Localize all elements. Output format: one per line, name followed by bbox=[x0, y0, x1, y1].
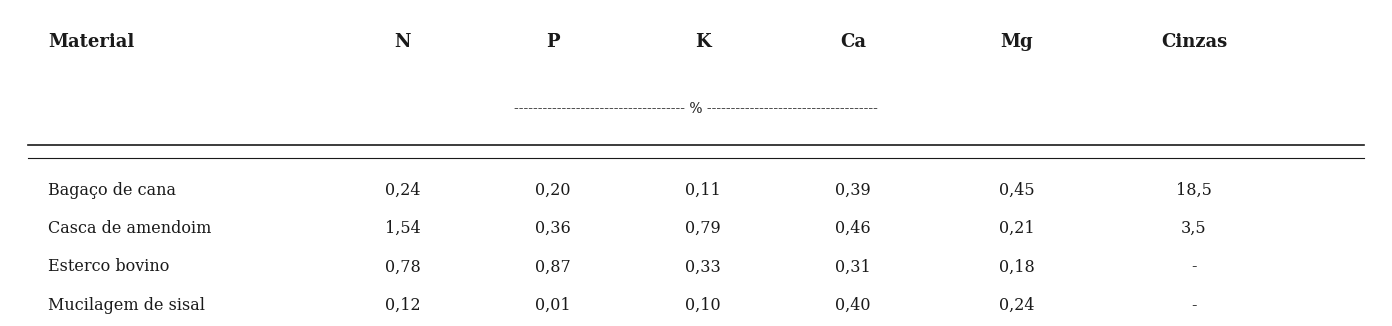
Text: 0,45: 0,45 bbox=[999, 182, 1034, 199]
Text: 0,33: 0,33 bbox=[685, 258, 721, 275]
Text: 0,78: 0,78 bbox=[384, 258, 420, 275]
Text: Material: Material bbox=[47, 33, 134, 51]
Text: -: - bbox=[1192, 258, 1197, 275]
Text: 0,18: 0,18 bbox=[998, 258, 1034, 275]
Text: K: K bbox=[695, 33, 711, 51]
Text: N: N bbox=[394, 33, 411, 51]
Text: 0,11: 0,11 bbox=[685, 182, 721, 199]
Text: 0,87: 0,87 bbox=[535, 258, 571, 275]
Text: 0,46: 0,46 bbox=[835, 220, 870, 237]
Text: Bagaço de cana: Bagaço de cana bbox=[47, 182, 175, 199]
Text: Cinzas: Cinzas bbox=[1161, 33, 1226, 51]
Text: Ca: Ca bbox=[839, 33, 866, 51]
Text: 0,24: 0,24 bbox=[386, 182, 420, 199]
Text: 0,24: 0,24 bbox=[999, 297, 1034, 314]
Text: 1,54: 1,54 bbox=[384, 220, 420, 237]
Text: 0,39: 0,39 bbox=[835, 182, 871, 199]
Text: Casca de amendoim: Casca de amendoim bbox=[47, 220, 212, 237]
Text: 0,10: 0,10 bbox=[685, 297, 721, 314]
Text: Esterco bovino: Esterco bovino bbox=[47, 258, 170, 275]
Text: 0,12: 0,12 bbox=[386, 297, 420, 314]
Text: Mucilagem de sisal: Mucilagem de sisal bbox=[47, 297, 205, 314]
Text: 0,01: 0,01 bbox=[535, 297, 571, 314]
Text: 3,5: 3,5 bbox=[1180, 220, 1207, 237]
Text: P: P bbox=[546, 33, 560, 51]
Text: 0,21: 0,21 bbox=[999, 220, 1034, 237]
Text: 0,20: 0,20 bbox=[535, 182, 571, 199]
Text: 0,36: 0,36 bbox=[535, 220, 571, 237]
Text: 0,40: 0,40 bbox=[835, 297, 870, 314]
Text: 0,79: 0,79 bbox=[685, 220, 721, 237]
Text: 0,31: 0,31 bbox=[835, 258, 871, 275]
Text: ------------------------------------ % ------------------------------------: ------------------------------------ % -… bbox=[514, 102, 878, 116]
Text: 18,5: 18,5 bbox=[1176, 182, 1212, 199]
Text: Mg: Mg bbox=[1001, 33, 1033, 51]
Text: -: - bbox=[1192, 297, 1197, 314]
